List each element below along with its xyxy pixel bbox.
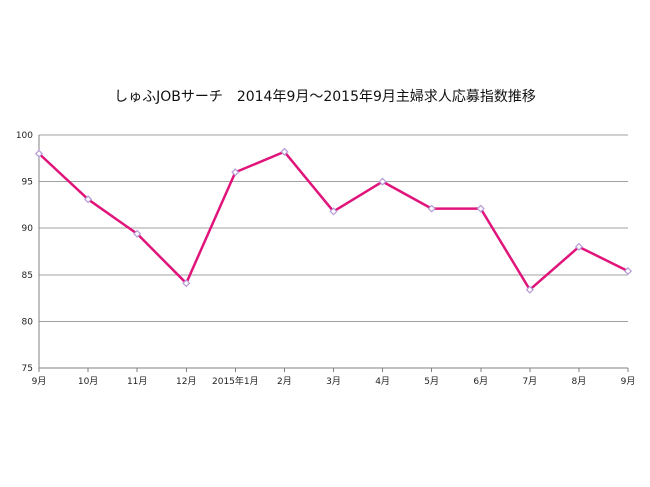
y-tick-label: 90 xyxy=(22,224,34,234)
y-tick-label: 95 xyxy=(22,178,33,188)
data-point xyxy=(133,229,142,238)
x-tick-label: 12月 xyxy=(176,376,196,387)
x-tick-label: 5月 xyxy=(424,376,439,387)
x-tick-label: 11月 xyxy=(127,376,147,387)
data-point xyxy=(231,168,240,177)
data-point xyxy=(84,195,93,204)
x-tick-label: 2015年1月 xyxy=(212,375,259,387)
x-tick-label: 4月 xyxy=(375,376,390,387)
data-point xyxy=(525,285,534,294)
y-tick-label: 100 xyxy=(16,131,33,141)
data-point xyxy=(427,204,436,213)
x-tick-label: 6月 xyxy=(473,376,488,387)
y-tick-label: 80 xyxy=(22,317,34,327)
data-point xyxy=(476,204,485,213)
x-tick-label: 7月 xyxy=(522,376,537,387)
x-tick-label: 8月 xyxy=(572,376,587,387)
y-tick-label: 75 xyxy=(22,364,33,374)
x-tick-label: 9月 xyxy=(32,376,47,387)
x-tick-label: 10月 xyxy=(78,376,98,387)
x-tick-label: 9月 xyxy=(621,376,636,387)
data-point xyxy=(574,242,583,251)
data-point xyxy=(34,149,44,158)
data-point xyxy=(182,279,191,288)
series-line xyxy=(38,150,629,291)
data-point xyxy=(329,207,338,216)
data-point xyxy=(280,147,289,156)
chart-title: しゅふJOBサーチ 2014年9月～2015年9月主婦求人応募指数推移 xyxy=(114,89,536,105)
data-point xyxy=(378,177,387,186)
data-point xyxy=(623,267,633,276)
y-tick-label: 85 xyxy=(22,271,33,281)
x-tick-label: 2月 xyxy=(277,376,292,387)
x-tick-label: 3月 xyxy=(326,376,341,387)
